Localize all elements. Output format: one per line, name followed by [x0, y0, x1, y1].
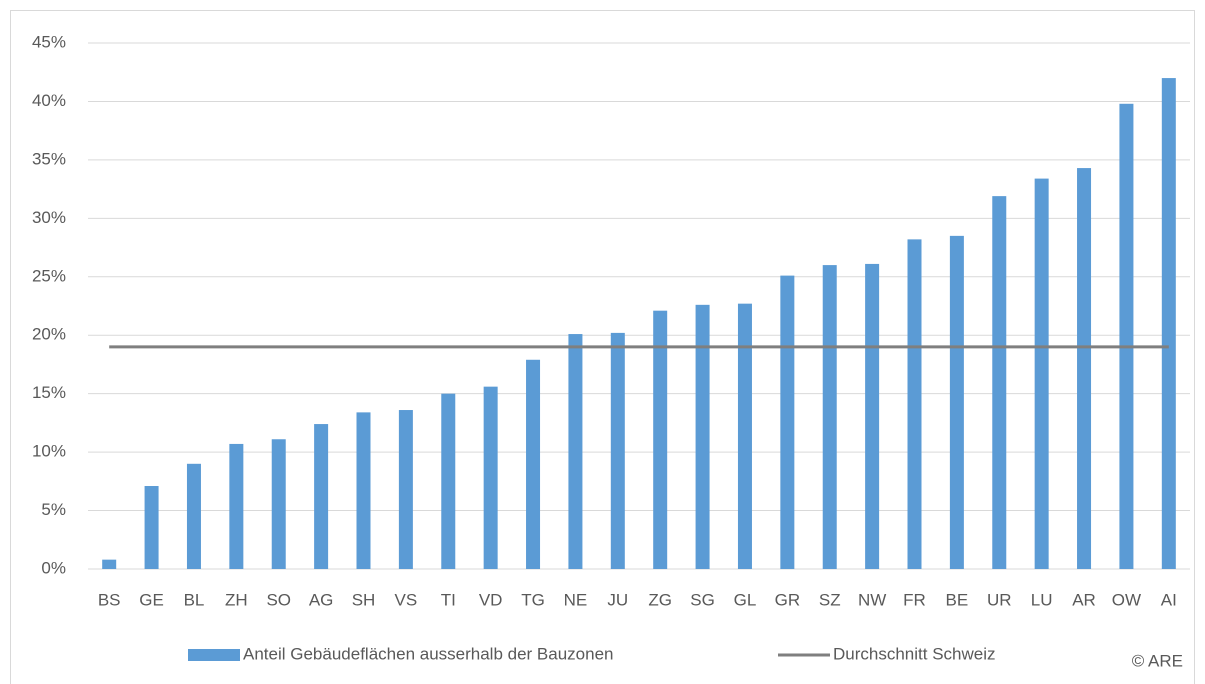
x-tick-label: AR [1072, 590, 1096, 609]
x-tick-label: VD [479, 590, 503, 609]
x-tick-label: JU [607, 590, 628, 609]
bar [568, 334, 583, 569]
legend-label: Durchschnitt Schweiz [833, 644, 996, 663]
bar [907, 239, 922, 569]
annotation: © ARE [1132, 651, 1183, 670]
bar [1161, 78, 1176, 570]
bar [1119, 103, 1134, 569]
y-tick-label: 40% [32, 91, 66, 110]
x-tick-label: NW [858, 590, 886, 609]
x-tick-label: FR [903, 590, 926, 609]
legend-label: Anteil Gebäudeflächen ausserhalb der Bau… [243, 644, 614, 663]
x-tick-label: SZ [819, 590, 841, 609]
x-tick-label: AG [309, 590, 334, 609]
bar [992, 196, 1007, 569]
x-tick-label: GL [734, 590, 757, 609]
x-tick-label: BS [98, 590, 121, 609]
x-tick-label: ZH [225, 590, 248, 609]
bar [526, 359, 541, 569]
x-tick-label: BL [184, 590, 205, 609]
x-tick-label: OW [1112, 590, 1141, 609]
x-tick-label: SG [690, 590, 715, 609]
bar [186, 463, 201, 569]
y-tick-label: 5% [41, 500, 66, 519]
x-tick-label: BE [946, 590, 969, 609]
bar [780, 275, 795, 569]
bar [102, 559, 117, 569]
y-tick-label: 45% [32, 32, 66, 51]
y-tick-label: 10% [32, 442, 66, 461]
bar [356, 412, 371, 569]
y-tick-label: 35% [32, 149, 66, 168]
x-tick-label: SH [352, 590, 376, 609]
bar [483, 386, 498, 569]
bar [314, 424, 329, 569]
bar [398, 410, 413, 569]
bar [441, 393, 456, 569]
chart-frame [10, 10, 1195, 684]
bar [949, 235, 964, 569]
bar [653, 310, 668, 569]
x-tick-label: GE [139, 590, 164, 609]
y-tick-label: 0% [41, 558, 66, 577]
x-tick-label: AI [1161, 590, 1177, 609]
y-tick-label: 20% [32, 325, 66, 344]
bar [737, 303, 752, 569]
x-tick-label: GR [775, 590, 801, 609]
x-tick-label: ZG [648, 590, 672, 609]
bar [229, 443, 244, 569]
y-tick-label: 30% [32, 208, 66, 227]
y-tick-label: 25% [32, 266, 66, 285]
bar [822, 265, 837, 569]
x-tick-label: SO [266, 590, 291, 609]
bar [144, 486, 159, 569]
x-tick-label: NE [564, 590, 588, 609]
bar [1034, 178, 1049, 569]
x-tick-label: LU [1031, 590, 1053, 609]
bar [271, 439, 286, 569]
x-tick-label: VS [395, 590, 418, 609]
x-tick-label: TI [441, 590, 456, 609]
bar [610, 332, 625, 569]
x-tick-label: UR [987, 590, 1012, 609]
y-tick-label: 15% [32, 383, 66, 402]
x-tick-label: TG [521, 590, 545, 609]
bar [695, 304, 710, 569]
bar [865, 263, 880, 569]
bar [1077, 168, 1092, 569]
legend-swatch [188, 649, 240, 661]
